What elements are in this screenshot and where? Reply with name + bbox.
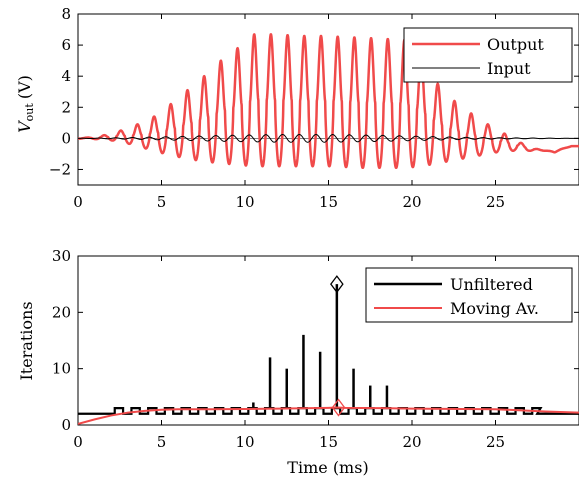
bottom-clip-group [78, 284, 579, 425]
series-moving-average-line [78, 406, 579, 425]
top-x-tick-label: 0 [73, 193, 83, 211]
bottom-x-ticks: 0 5 10 15 20 25 [73, 256, 505, 451]
legend-input-label: Input [487, 59, 531, 78]
bottom-y-tick-label: 10 [52, 360, 71, 378]
top-y-tick-label: 4 [61, 67, 71, 85]
bottom-y-ticks: 0 10 20 30 [52, 247, 579, 434]
ylabel-symbol: V [15, 120, 34, 133]
bottom-legend: Unfiltered Moving Av. [365, 267, 573, 323]
top-y-tick-label: 6 [61, 36, 71, 54]
bottom-x-tick-label: 10 [235, 433, 254, 451]
top-y-ticks: −2 0 2 4 6 8 [49, 5, 579, 178]
legend-unfiltered-label: Unfiltered [450, 275, 533, 294]
legend-output-label: Output [487, 35, 544, 54]
bottom-y-axis-label: Iterations [17, 301, 36, 380]
top-y-tick-label: 8 [61, 5, 71, 23]
top-y-tick-label: −2 [49, 160, 71, 178]
top-x-tick-label: 15 [319, 193, 338, 211]
bottom-y-tick-label: 0 [61, 416, 71, 434]
top-legend: Output Input [403, 27, 573, 83]
top-y-tick-label: 0 [61, 129, 71, 147]
legend-moving-average-label: Moving Av. [450, 299, 539, 318]
bottom-y-tick-label: 20 [52, 303, 71, 321]
bottom-series-group [78, 275, 579, 425]
bottom-x-tick-label: 15 [319, 433, 338, 451]
top-y-tick-label: 2 [61, 98, 71, 116]
top-y-axis-label: Vout (V) [15, 75, 36, 133]
moving-average-max-marker [331, 398, 346, 417]
bottom-x-tick-label: 0 [73, 433, 83, 451]
bottom-x-axis-label: Time (ms) [287, 458, 368, 477]
top-legend-box [403, 27, 573, 83]
series-output-line [78, 33, 579, 170]
bottom-y-tick-label: 30 [52, 247, 71, 265]
series-unfiltered-line [78, 407, 579, 415]
bottom-x-tick-label: 20 [402, 433, 421, 451]
unfiltered-max-marker [330, 275, 344, 294]
series-input-line [78, 133, 579, 143]
top-series-group [78, 33, 579, 170]
top-x-ticks: 0 5 10 15 20 25 [73, 14, 505, 211]
bottom-x-tick-label: 5 [157, 433, 167, 451]
top-x-tick-label: 5 [157, 193, 167, 211]
bottom-legend-box [365, 267, 573, 323]
ylabel-unit: (V) [15, 75, 34, 99]
top-x-tick-label: 10 [235, 193, 254, 211]
top-x-tick-label: 25 [486, 193, 505, 211]
ylabel-subscript: out [23, 103, 36, 122]
top-x-tick-label: 20 [402, 193, 421, 211]
bottom-x-tick-label: 25 [486, 433, 505, 451]
